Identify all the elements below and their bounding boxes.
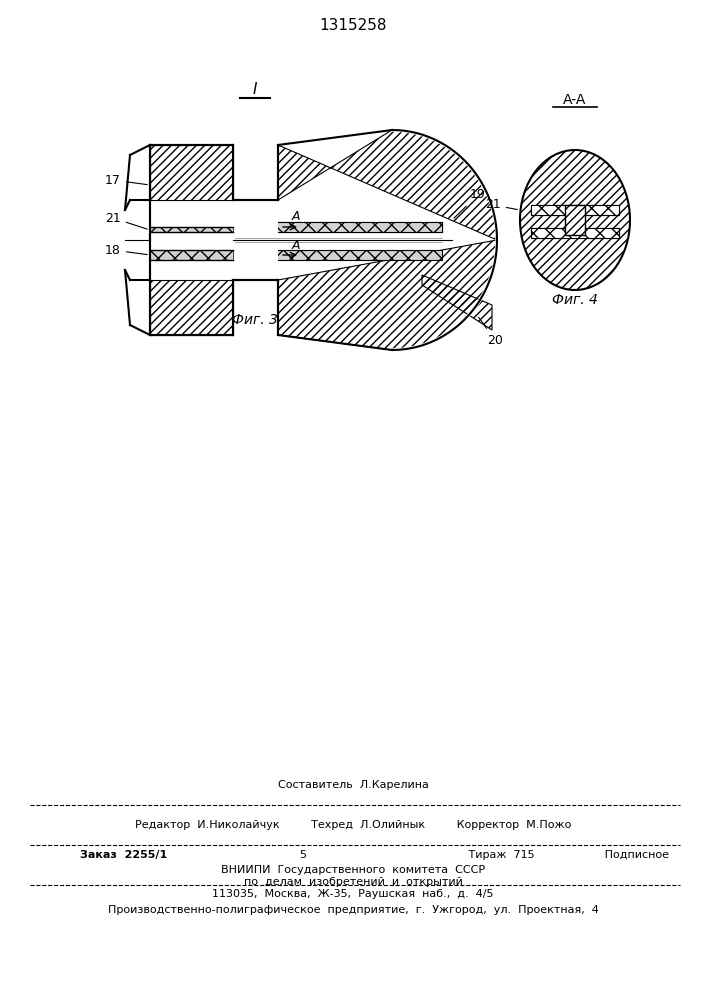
- Text: 113035,  Москва,  Ж-35,  Раушская  наб.,  д.  4/5: 113035, Москва, Ж-35, Раушская наб., д. …: [212, 889, 493, 899]
- Text: 5: 5: [300, 850, 360, 860]
- Text: Фиг. 4: Фиг. 4: [552, 293, 598, 307]
- Text: Фиг. 3: Фиг. 3: [232, 313, 278, 327]
- Text: 17: 17: [105, 174, 147, 186]
- Bar: [531, 228, 619, 238]
- Bar: [233, 200, 278, 280]
- Bar: [533, 205, 617, 215]
- Text: 21: 21: [485, 198, 518, 212]
- Bar: [150, 227, 233, 232]
- Text: 1315258: 1315258: [320, 17, 387, 32]
- Text: A: A: [292, 239, 300, 252]
- Text: Производственно-полиграфическое  предприятие,  г.  Ужгород,  ул.  Проектная,  4: Производственно-полиграфическое предприя…: [107, 905, 598, 915]
- Bar: [150, 280, 233, 335]
- Bar: [531, 205, 619, 215]
- Text: A-A: A-A: [563, 93, 587, 107]
- Bar: [150, 250, 233, 260]
- Bar: [235, 222, 442, 232]
- Bar: [235, 250, 442, 260]
- Text: по  делам  изобретений  и  открытий: по делам изобретений и открытий: [244, 877, 462, 887]
- Text: I: I: [252, 83, 257, 98]
- Text: 20: 20: [479, 317, 503, 347]
- Bar: [565, 205, 585, 235]
- Text: ВНИИПИ  Государственного  комитета  СССР: ВНИИПИ Государственного комитета СССР: [221, 865, 485, 875]
- Bar: [235, 222, 442, 232]
- Text: 19: 19: [454, 188, 486, 218]
- Text: Составитель  Л.Карелина: Составитель Л.Карелина: [278, 780, 428, 790]
- Bar: [531, 205, 619, 215]
- Bar: [531, 228, 619, 238]
- Text: A: A: [292, 210, 300, 223]
- Text: Тираж  715                    Подписное: Тираж 715 Подписное: [451, 850, 669, 860]
- Text: Заказ  2255/1: Заказ 2255/1: [80, 850, 168, 860]
- Bar: [150, 145, 233, 200]
- Bar: [565, 205, 585, 235]
- Text: 18: 18: [105, 243, 147, 256]
- Bar: [233, 208, 278, 272]
- Text: Редактор  И.Николайчук         Техред  Л.Олийнык         Корректор  М.Пожо: Редактор И.Николайчук Техред Л.Олийнык К…: [135, 820, 571, 830]
- Bar: [533, 228, 617, 238]
- Text: 21: 21: [105, 212, 147, 229]
